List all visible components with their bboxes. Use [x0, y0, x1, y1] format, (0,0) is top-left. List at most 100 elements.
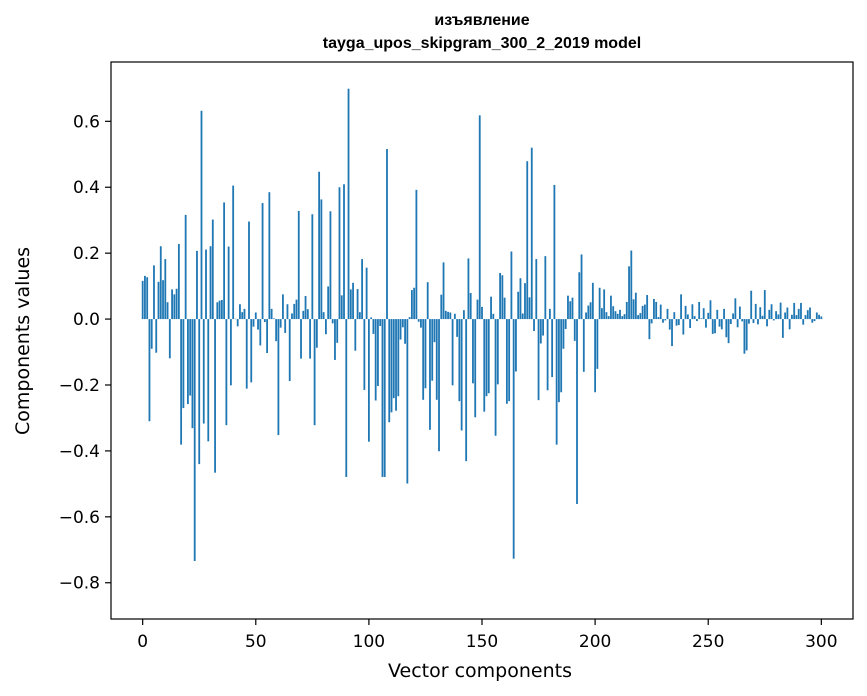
- bar: [277, 319, 280, 436]
- bar: [569, 301, 572, 320]
- bar: [485, 319, 488, 397]
- y-axis-ticks: 0.6 0.4 0.2 0.0 −0.2 −0.4 −0.6 −0.8: [59, 112, 111, 594]
- bar: [239, 304, 241, 320]
- bar: [643, 304, 646, 320]
- bar: [431, 319, 434, 381]
- bar: [166, 302, 169, 320]
- x-axis-label: Vector components: [388, 660, 572, 682]
- bar: [530, 147, 533, 320]
- x-axis-ticks: 0 50 100 150 200 250 300: [137, 619, 838, 652]
- bar: [241, 312, 244, 320]
- bar: [696, 319, 698, 322]
- y-tick-label: −0.4: [59, 442, 100, 462]
- bar: [551, 319, 554, 378]
- bar: [689, 319, 692, 328]
- bar: [711, 319, 714, 334]
- bar: [300, 319, 302, 359]
- bar: [553, 184, 556, 320]
- bar: [155, 319, 158, 353]
- bar: [325, 319, 327, 335]
- bar: [537, 319, 540, 401]
- bar: [526, 161, 529, 320]
- bar: [684, 305, 687, 320]
- bar: [571, 297, 574, 320]
- bar: [173, 294, 176, 320]
- bar: [390, 319, 393, 413]
- bar: [515, 319, 517, 372]
- bar: [449, 312, 452, 320]
- bar: [818, 314, 820, 320]
- bar: [433, 319, 436, 343]
- bar: [293, 303, 296, 320]
- bar: [637, 315, 639, 320]
- x-tick-label: 200: [579, 632, 611, 652]
- bar: [680, 294, 682, 320]
- y-tick-label: −0.6: [59, 508, 100, 528]
- bar: [259, 319, 262, 346]
- y-axis-label: Components values: [12, 247, 34, 435]
- bar: [415, 189, 418, 320]
- bar: [266, 319, 268, 354]
- bar: [546, 319, 549, 391]
- bar: [397, 319, 400, 397]
- bar: [381, 319, 384, 477]
- bar: [494, 319, 497, 436]
- x-tick-label: 0: [137, 632, 148, 652]
- bar: [438, 319, 440, 452]
- bar: [261, 203, 264, 320]
- bar: [709, 300, 712, 320]
- bar: [634, 292, 637, 320]
- bar: [275, 319, 278, 342]
- bar: [585, 312, 587, 320]
- bar: [347, 88, 350, 320]
- bar: [444, 310, 447, 320]
- bar: [180, 319, 183, 445]
- bar: [567, 295, 569, 320]
- bar: [628, 266, 630, 320]
- bars-group: [141, 88, 823, 561]
- bar: [664, 319, 667, 321]
- bar: [229, 319, 232, 386]
- bar: [503, 297, 506, 320]
- bar: [544, 256, 547, 320]
- bar: [761, 315, 764, 320]
- bar: [738, 306, 741, 320]
- bar: [616, 313, 619, 320]
- bar: [164, 259, 167, 320]
- bar: [492, 313, 495, 320]
- bar: [779, 302, 782, 320]
- bar: [490, 296, 492, 320]
- bar: [795, 315, 798, 320]
- bar: [639, 313, 642, 320]
- bar: [401, 319, 404, 328]
- bar: [153, 265, 155, 320]
- bar: [245, 319, 248, 389]
- bar: [291, 313, 293, 320]
- bar: [315, 319, 318, 348]
- y-tick-label: 0.2: [73, 244, 100, 264]
- bar: [476, 299, 479, 320]
- bar: [815, 312, 818, 320]
- bar: [379, 319, 382, 326]
- bar: [777, 314, 780, 320]
- bar: [748, 319, 750, 324]
- bar: [623, 314, 626, 320]
- bar: [496, 319, 499, 385]
- bar: [220, 299, 223, 320]
- bar: [374, 319, 377, 401]
- bar: [598, 287, 601, 320]
- bar: [313, 319, 316, 426]
- bar: [370, 317, 373, 320]
- bar: [465, 319, 468, 462]
- bar: [802, 319, 805, 325]
- bar: [349, 289, 352, 320]
- bar: [329, 211, 332, 320]
- bar: [734, 298, 737, 320]
- bar: [472, 319, 474, 384]
- bar: [270, 308, 273, 320]
- bar: [786, 307, 789, 320]
- bar: [499, 272, 502, 320]
- bar: [750, 290, 753, 320]
- bar: [528, 297, 531, 320]
- bar: [144, 275, 146, 320]
